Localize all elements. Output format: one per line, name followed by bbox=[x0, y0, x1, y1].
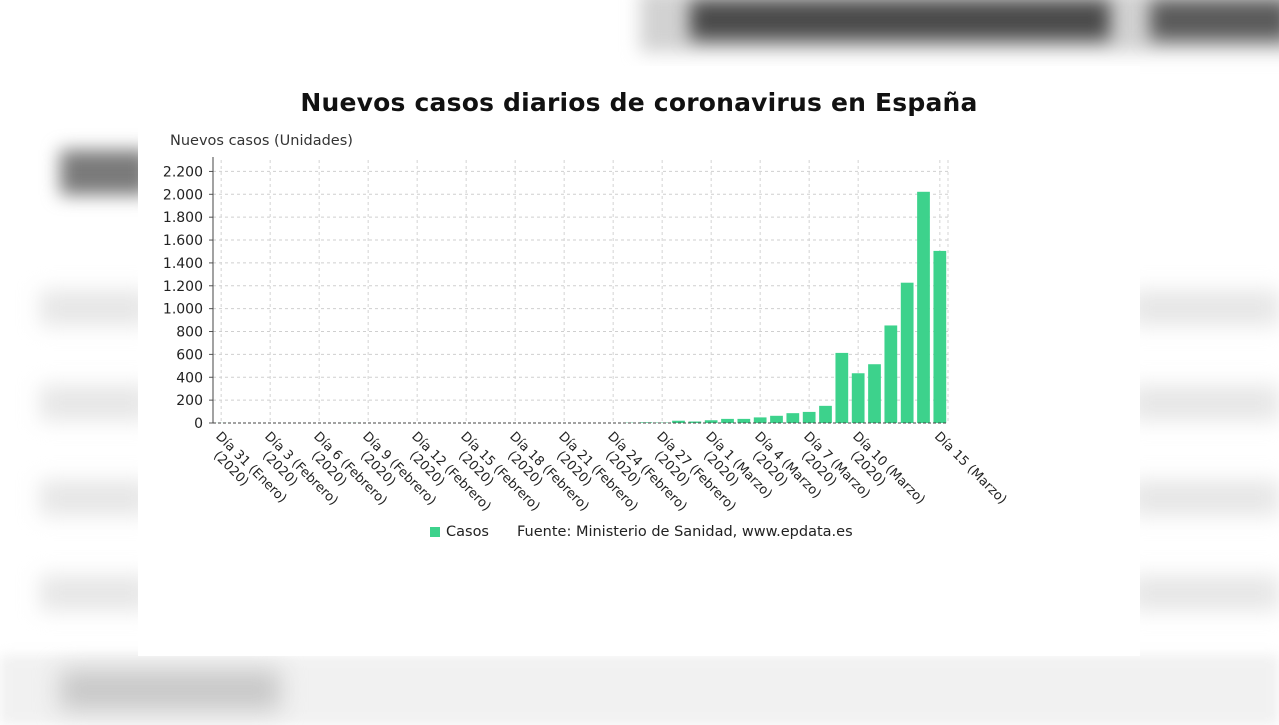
background-blur-line bbox=[40, 480, 150, 516]
background-blur-text bbox=[1150, 0, 1279, 40]
bar bbox=[754, 417, 767, 423]
legend-label-casos: Casos bbox=[446, 524, 489, 540]
y-tick-label: 1.000 bbox=[163, 302, 203, 318]
bar bbox=[770, 416, 783, 423]
background-blur-text bbox=[60, 150, 150, 195]
bar bbox=[786, 413, 799, 423]
legend-swatch bbox=[430, 527, 440, 537]
source-note: Fuente: Ministerio de Sanidad, www.epdat… bbox=[517, 524, 853, 540]
y-tick-label: 0 bbox=[194, 416, 203, 432]
y-tick-label: 600 bbox=[176, 347, 203, 363]
background-blur-line bbox=[1130, 480, 1279, 516]
bar bbox=[803, 412, 816, 423]
background-blur-line bbox=[40, 575, 150, 611]
y-tick-label: 1.600 bbox=[163, 233, 203, 249]
bar bbox=[868, 364, 881, 423]
bar bbox=[835, 353, 848, 423]
bar bbox=[852, 373, 865, 423]
y-tick-label: 2.000 bbox=[163, 187, 203, 203]
y-tick-label: 2.200 bbox=[163, 164, 203, 180]
bar bbox=[721, 419, 734, 423]
x-tick-label: Día 15 (Marzo) bbox=[931, 429, 1009, 507]
y-tick-label: 400 bbox=[176, 370, 203, 386]
y-tick-label: 800 bbox=[176, 325, 203, 341]
bar bbox=[737, 419, 750, 423]
chart-card: Nuevos casos diarios de coronavirus en E… bbox=[138, 66, 1140, 656]
bar bbox=[819, 406, 832, 423]
y-tick-label: 1.800 bbox=[163, 210, 203, 226]
bar-chart: 0 200 400 600 800 1.000 1.200 1.400 1.600 1.800 2.… bbox=[138, 66, 1140, 516]
background-blur-line bbox=[1130, 575, 1279, 611]
bar bbox=[901, 283, 914, 423]
background-blur-line bbox=[40, 385, 150, 421]
background-blur-line bbox=[1130, 385, 1279, 421]
legend: Casos Fuente: Ministerio de Sanidad, www… bbox=[430, 524, 853, 540]
bar bbox=[884, 325, 897, 423]
bar bbox=[917, 192, 930, 423]
background-blur-text bbox=[690, 0, 1110, 40]
y-tick-label: 1.400 bbox=[163, 256, 203, 272]
background-blur-footer-text bbox=[60, 670, 280, 710]
bar bbox=[933, 251, 946, 423]
background-blur-line bbox=[40, 290, 150, 326]
background-blur-line bbox=[1130, 290, 1279, 326]
y-tick-label: 200 bbox=[176, 393, 203, 409]
y-tick-label: 1.200 bbox=[163, 279, 203, 295]
